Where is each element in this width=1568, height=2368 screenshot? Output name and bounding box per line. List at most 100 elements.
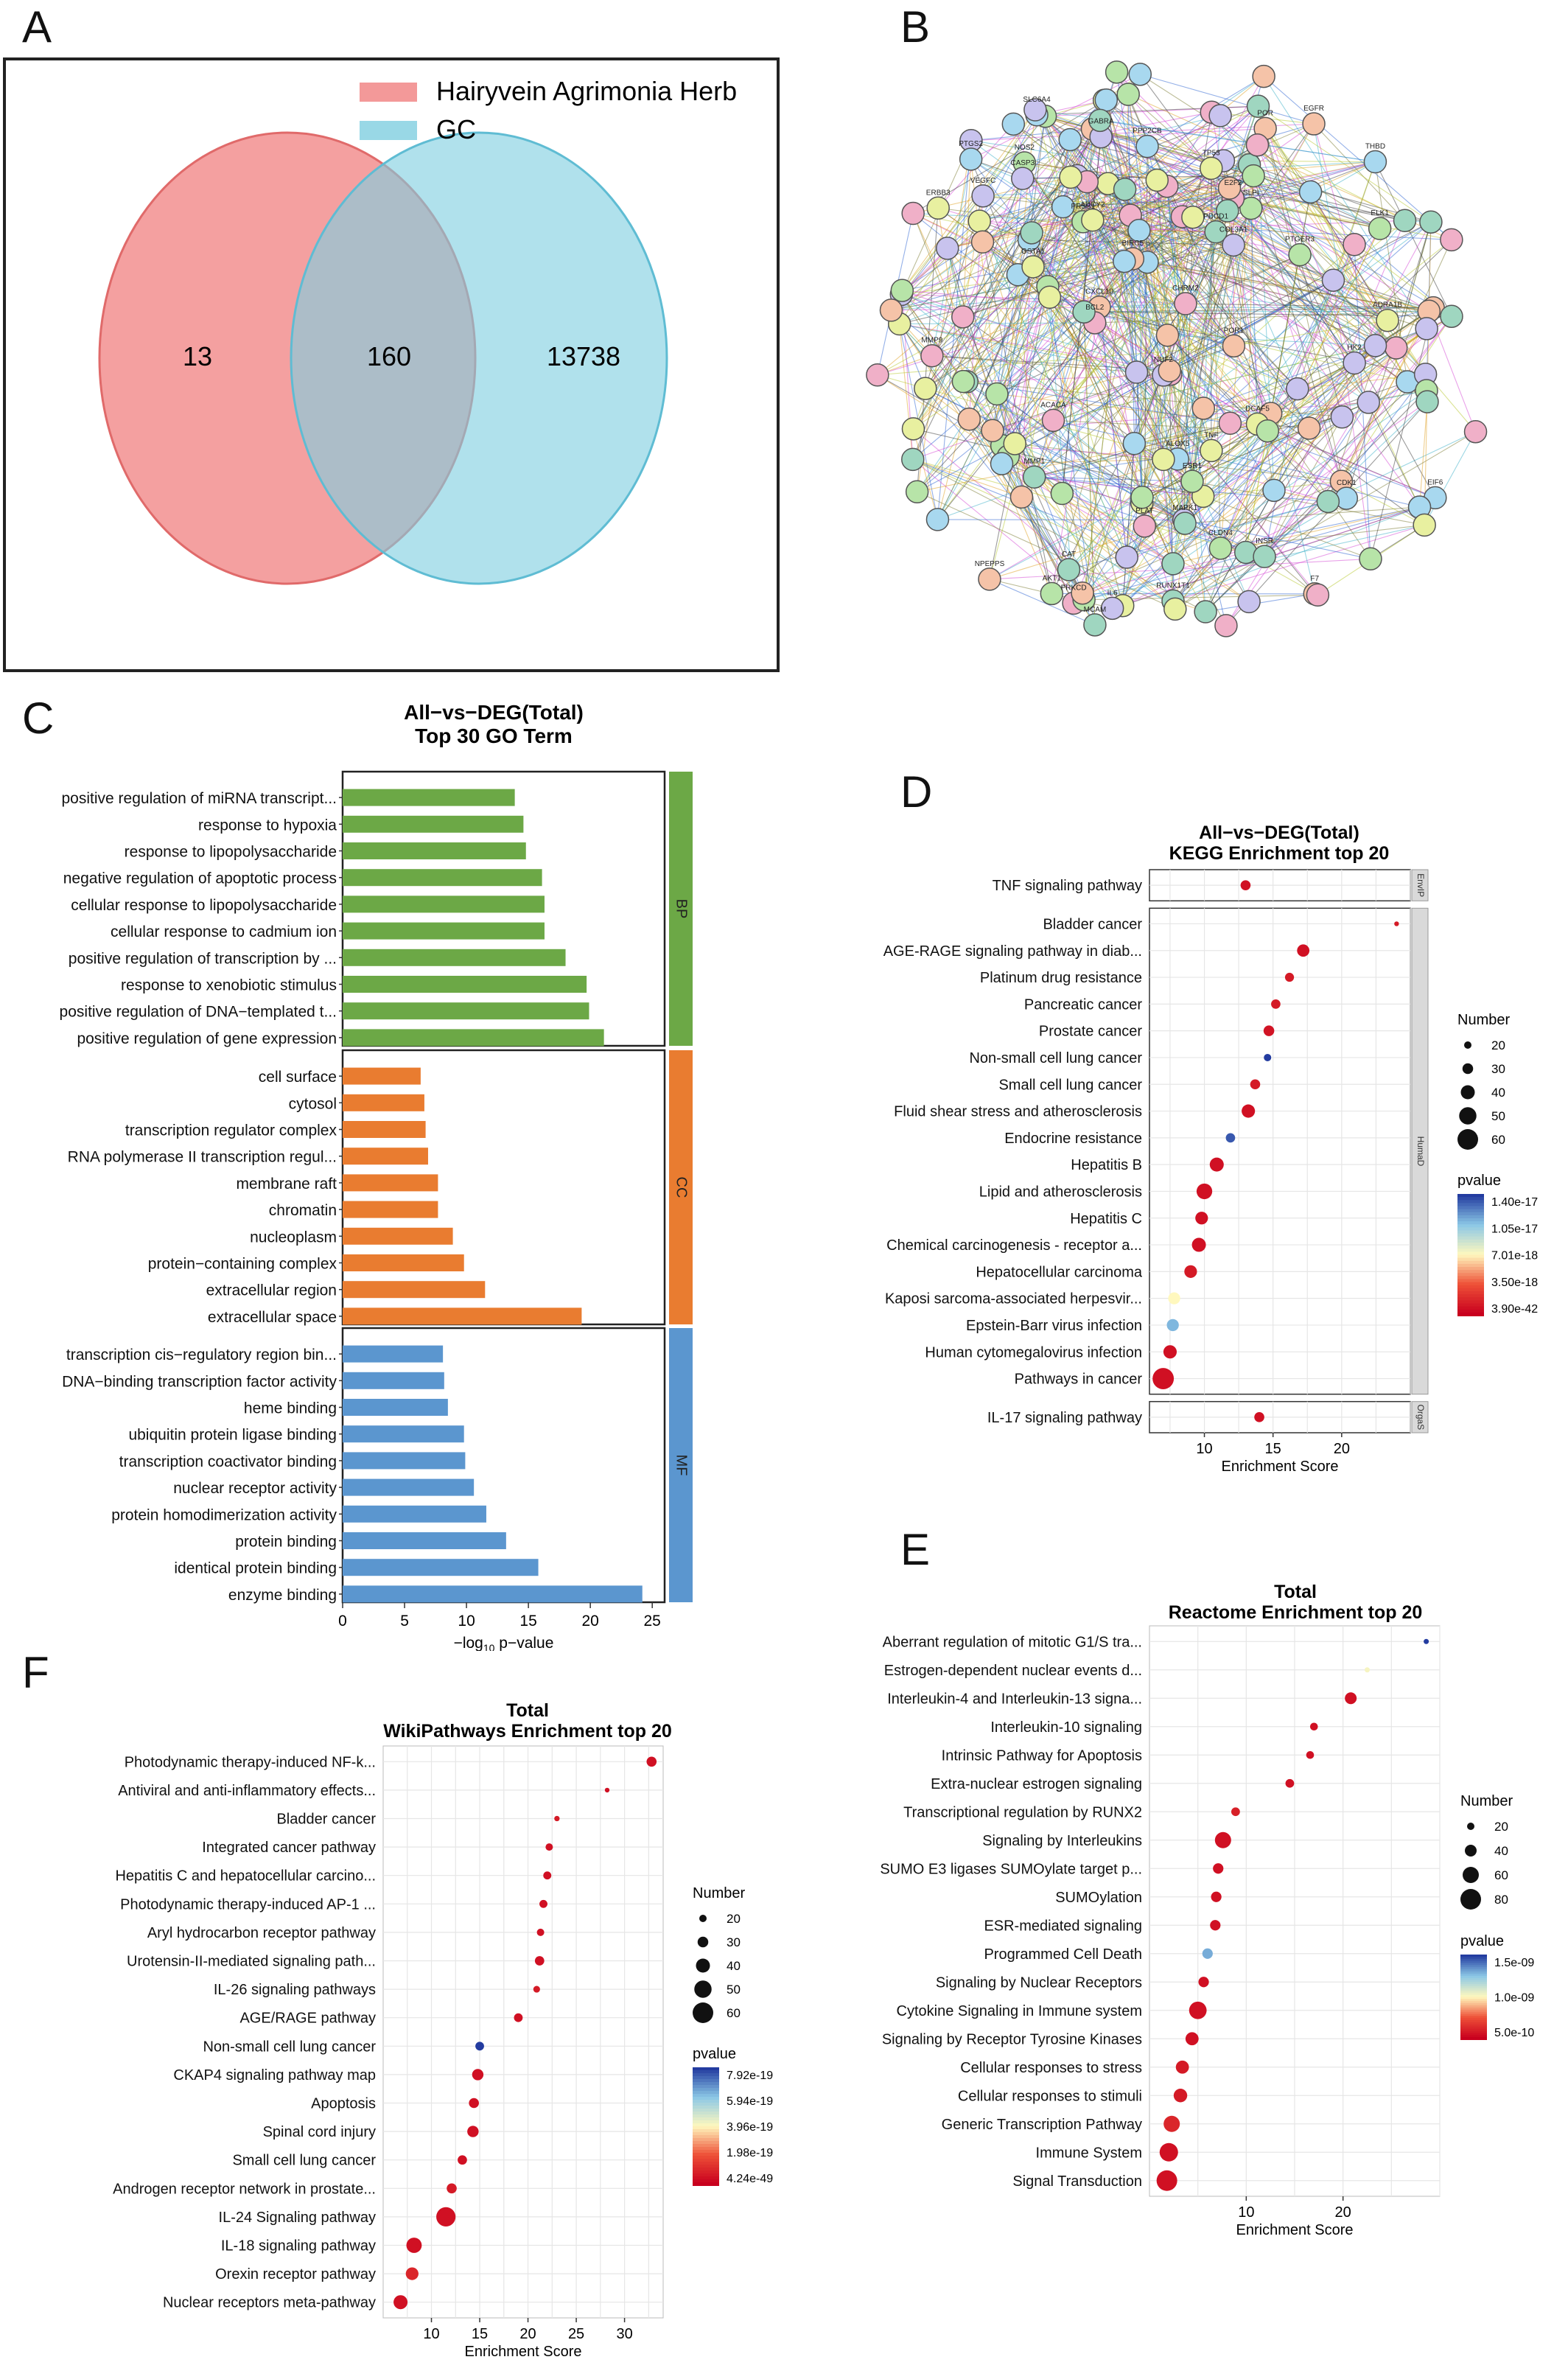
size-legend-label: 60 bbox=[727, 2006, 741, 2020]
network-node bbox=[1155, 324, 1180, 347]
network-node bbox=[1440, 228, 1463, 252]
network-node bbox=[1181, 205, 1205, 229]
network-node-label: NOS2 bbox=[1015, 144, 1035, 152]
network-edge bbox=[1053, 198, 1233, 421]
network-edge bbox=[1032, 266, 1212, 451]
network-edge bbox=[1138, 230, 1452, 317]
network-edge bbox=[1156, 105, 1259, 181]
term-label: identical protein binding bbox=[174, 1560, 337, 1577]
bubble bbox=[1168, 1292, 1180, 1305]
color-legend-step bbox=[1460, 1973, 1487, 1977]
network-node-label: MCAM bbox=[1084, 606, 1107, 614]
network-edge bbox=[1086, 181, 1127, 558]
term-label: heme binding bbox=[244, 1400, 337, 1417]
bubble bbox=[447, 2183, 457, 2194]
network-node bbox=[1245, 133, 1270, 157]
network-node bbox=[1145, 168, 1169, 192]
network-node bbox=[1122, 432, 1147, 455]
network-node bbox=[1419, 210, 1443, 234]
color-legend-step bbox=[1460, 2035, 1487, 2039]
color-legend-step bbox=[693, 2123, 719, 2127]
network-node-label: EIF6 bbox=[1427, 478, 1443, 486]
network-edge bbox=[912, 99, 1107, 214]
network-edge bbox=[1177, 210, 1228, 460]
color-legend-step bbox=[1460, 1999, 1487, 2002]
bar bbox=[343, 949, 566, 966]
term-label: ESR-mediated signaling bbox=[984, 1918, 1142, 1934]
x-tick-label: 25 bbox=[644, 1613, 661, 1630]
term-label: response to hypoxia bbox=[198, 817, 337, 834]
chart-title: All−vs−DEG(Total) bbox=[404, 701, 584, 724]
color-legend-step bbox=[1460, 2011, 1487, 2015]
network-edge bbox=[979, 221, 1052, 594]
size-legend-dot bbox=[699, 1915, 707, 1922]
network-edge bbox=[1053, 345, 1376, 421]
plot-panel bbox=[382, 1745, 664, 2319]
venn-count-intersection: 160 bbox=[367, 341, 411, 371]
network-edge bbox=[1220, 506, 1420, 549]
bar bbox=[343, 1254, 464, 1271]
color-legend-step bbox=[1460, 1990, 1487, 1994]
network-edge bbox=[1340, 240, 1452, 482]
color-legend-step bbox=[1460, 2016, 1487, 2019]
network-edge bbox=[1310, 192, 1428, 402]
network-edge bbox=[962, 286, 1049, 318]
network-node bbox=[1127, 218, 1151, 242]
term-label: Photodynamic therapy-induced AP-1 ... bbox=[120, 1896, 376, 1913]
chart-title: Total bbox=[506, 1700, 549, 1721]
term-label: Hepatitis C bbox=[1070, 1211, 1142, 1227]
network-edge bbox=[1270, 192, 1312, 414]
network-node bbox=[926, 196, 950, 220]
network-edge bbox=[1177, 458, 1329, 503]
network-edge bbox=[925, 120, 1101, 389]
network-edge bbox=[1127, 94, 1212, 169]
color-legend-step bbox=[693, 2114, 719, 2118]
bar bbox=[343, 1201, 438, 1218]
bar bbox=[343, 922, 545, 940]
color-legend-step bbox=[693, 2144, 719, 2148]
term-label: Bladder cancer bbox=[1043, 916, 1142, 932]
term-label: AGE-RAGE signaling pathway in diab... bbox=[883, 943, 1142, 960]
network-node bbox=[1200, 156, 1223, 181]
color-legend-step bbox=[1457, 1309, 1484, 1313]
network-edge bbox=[1014, 443, 1174, 565]
size-legend-label: 20 bbox=[1491, 1038, 1505, 1052]
color-legend-step bbox=[1457, 1270, 1484, 1274]
network-node bbox=[920, 343, 944, 368]
network-node-label: RUNX1T1 bbox=[1156, 581, 1190, 590]
color-legend-step bbox=[1460, 2030, 1487, 2034]
network-node bbox=[959, 147, 983, 171]
network-node bbox=[1246, 94, 1270, 118]
color-legend-step bbox=[1457, 1285, 1484, 1289]
network-node bbox=[1001, 112, 1026, 136]
network-edge bbox=[912, 139, 1071, 430]
ppi-network: PRSS1 F7 PDCD1 THBD PLAT COL3A1 ADRA1B SLPI CXCL… bbox=[866, 60, 1488, 638]
term-label: Pathways in cancer bbox=[1015, 1372, 1143, 1388]
x-tick-label: 10 bbox=[458, 1613, 475, 1630]
network-edge bbox=[1127, 94, 1169, 335]
network-edge bbox=[1396, 222, 1432, 349]
network-node bbox=[1288, 242, 1312, 267]
size-legend-label: 50 bbox=[727, 1983, 741, 1997]
network-edge bbox=[1034, 371, 1137, 478]
plot-panel bbox=[1149, 907, 1411, 1395]
term-label: RNA polymerase II transcription regul... bbox=[68, 1149, 337, 1166]
network-node bbox=[1222, 233, 1245, 257]
network-edge bbox=[1264, 388, 1298, 557]
color-legend-step bbox=[1457, 1194, 1484, 1198]
network-node bbox=[1237, 590, 1261, 614]
term-label: Endocrine resistance bbox=[1004, 1131, 1142, 1147]
color-legend-step bbox=[1460, 1975, 1487, 1979]
network-edge bbox=[1083, 311, 1221, 549]
bar bbox=[343, 869, 542, 887]
term-label: protein−containing complex bbox=[148, 1256, 337, 1273]
panel-letter-b: B bbox=[900, 2, 931, 52]
color-legend-step bbox=[1457, 1239, 1484, 1243]
network-node bbox=[1316, 489, 1340, 514]
network-edge bbox=[1424, 431, 1477, 525]
network-edge bbox=[1211, 220, 1405, 451]
color-legend-label: 1.98e-19 bbox=[727, 2147, 773, 2159]
color-legend-step bbox=[693, 2165, 719, 2168]
term-label: nucleoplasm bbox=[250, 1229, 337, 1246]
network-node bbox=[879, 298, 903, 322]
